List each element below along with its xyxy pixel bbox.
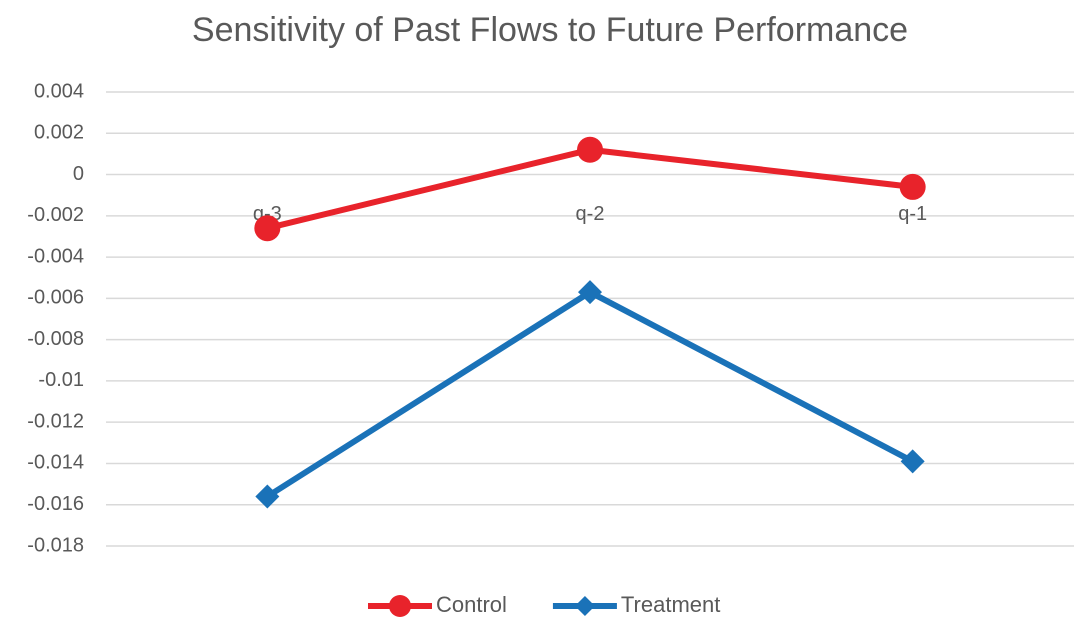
- chart-title: Sensitivity of Past Flows to Future Perf…: [192, 11, 908, 49]
- y-tick-label: -0.002: [27, 204, 84, 226]
- x-tick-label: q-2: [576, 203, 605, 225]
- y-tick-label: -0.012: [27, 410, 84, 432]
- point: [254, 215, 281, 242]
- legend-label: Control: [436, 592, 507, 617]
- point: [255, 484, 280, 509]
- y-tick-label: 0.002: [34, 122, 84, 144]
- point: [578, 280, 602, 305]
- y-tick-label: -0.01: [38, 369, 84, 391]
- legend-marker: [389, 595, 411, 617]
- y-tick-label: -0.018: [27, 534, 84, 556]
- y-tick-label: 0.004: [34, 80, 84, 102]
- y-tick-label: -0.014: [27, 452, 84, 474]
- point: [899, 173, 926, 200]
- point: [900, 449, 925, 474]
- y-tick-label: -0.004: [27, 245, 84, 267]
- y-tick-label: 0: [73, 163, 84, 185]
- point: [577, 136, 603, 163]
- x-tick-label: q-1: [898, 203, 927, 225]
- y-tick-label: -0.008: [27, 328, 84, 350]
- y-tick-label: -0.016: [27, 493, 84, 515]
- y-tick-label: -0.006: [27, 287, 84, 309]
- legend-label: Treatment: [621, 592, 720, 617]
- legend-marker: [574, 596, 595, 616]
